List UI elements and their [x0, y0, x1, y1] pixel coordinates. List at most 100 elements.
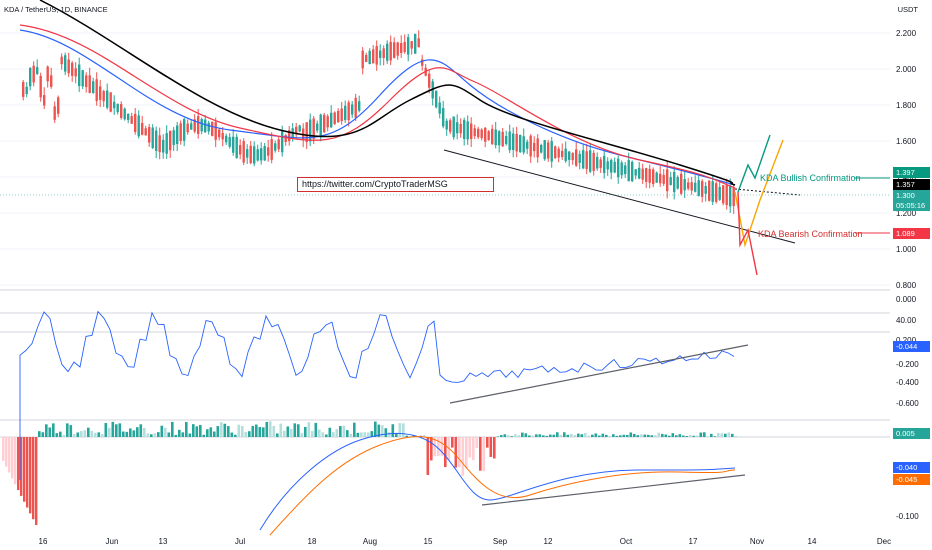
candle-body: [711, 181, 714, 202]
candle-body: [396, 42, 399, 56]
candle-body: [536, 138, 539, 158]
candle-body: [172, 130, 175, 146]
hist-bar: [370, 431, 374, 437]
candle-body: [50, 75, 53, 87]
hist-bar: [468, 437, 472, 458]
candle-body: [578, 153, 581, 163]
hist-bar: [5, 437, 8, 467]
hist-bar: [384, 428, 388, 437]
hist-bar: [461, 437, 465, 476]
ema-mid-line: [19, 24, 736, 189]
hist-bar: [227, 426, 230, 437]
hist-bar: [377, 424, 381, 437]
hist-bar: [675, 435, 678, 437]
candle-body: [284, 135, 287, 142]
candle-body: [127, 113, 130, 120]
date-tick: 18: [308, 537, 317, 546]
candle-body: [599, 159, 602, 168]
candle-body: [585, 151, 588, 169]
hist-bar: [647, 434, 650, 437]
candle-body: [46, 66, 49, 82]
candle-body: [274, 143, 277, 151]
candle-body: [603, 155, 606, 174]
hist-bar: [391, 424, 395, 437]
hist-bar: [503, 434, 507, 437]
candle-body: [512, 133, 515, 151]
candle-body: [193, 119, 196, 132]
candle-body: [249, 145, 252, 164]
candle-body: [676, 177, 679, 189]
hist-bar: [626, 435, 629, 437]
candle-body: [358, 101, 361, 111]
hist-bar: [731, 433, 734, 437]
hist-bar: [412, 435, 416, 437]
hist-bar: [195, 426, 199, 437]
hist-bar: [580, 434, 584, 437]
twitter-link[interactable]: https://twitter.com/CryptoTraderMSG: [297, 177, 494, 192]
candle-body: [421, 59, 424, 66]
hist-bar: [8, 437, 11, 473]
candle-body: [228, 137, 231, 147]
osc-trendline: [449, 344, 749, 404]
candle-body: [687, 182, 690, 189]
candle-body: [130, 116, 133, 124]
hist-bar: [94, 432, 97, 437]
candle-body: [354, 97, 357, 118]
hist-bar: [35, 437, 38, 526]
candle-body: [281, 130, 284, 153]
candle-body: [729, 185, 732, 207]
candle-body: [442, 108, 445, 127]
candle-body: [561, 150, 564, 158]
candle-body: [337, 110, 340, 123]
date-tick: 14: [808, 537, 817, 546]
candle-body: [575, 149, 578, 166]
hist-bar: [146, 433, 150, 437]
hist-bar: [237, 424, 241, 437]
hist-bar: [108, 427, 111, 437]
hist-bar: [192, 424, 195, 437]
hist-bar: [125, 431, 129, 437]
candle-body: [214, 121, 217, 140]
hist-bar: [524, 433, 528, 437]
candle-body: [218, 129, 221, 138]
hist-bar: [678, 434, 682, 437]
candle-body: [365, 54, 368, 63]
date-tick: Dec: [877, 537, 891, 546]
hist-bar: [335, 429, 339, 437]
price-tick: 1.200: [896, 209, 917, 218]
hist-bar: [11, 437, 14, 479]
hist-bar: [213, 431, 216, 437]
hist-bar: [671, 433, 675, 437]
oscillator-line: [19, 310, 735, 480]
hist-bar: [178, 429, 181, 437]
hist-bar: [73, 434, 76, 437]
hist-bar: [570, 433, 573, 437]
hist-bar: [486, 437, 489, 448]
hist-bar: [734, 435, 738, 437]
candle-body: [92, 81, 95, 94]
candle-body: [344, 105, 347, 121]
hist-bar: [202, 434, 206, 437]
hist-bar: [150, 434, 153, 437]
bear-level-tag: 1.089: [893, 228, 930, 239]
candle-body: [428, 73, 431, 88]
candle-body: [333, 112, 336, 125]
candle-body: [529, 135, 532, 157]
candle-body: [634, 169, 637, 176]
candle-body: [225, 135, 228, 143]
candle-body: [673, 171, 676, 193]
candle-body: [256, 149, 259, 161]
candle-body: [36, 67, 39, 74]
candle-body: [43, 95, 46, 106]
candle-body: [393, 42, 396, 58]
hist-bar: [241, 426, 244, 437]
candle-body: [88, 75, 91, 94]
hist-bar: [640, 434, 643, 437]
candle-body: [207, 122, 210, 132]
candle-body: [438, 102, 441, 114]
candle-body: [372, 49, 375, 64]
hist-bar: [38, 431, 41, 437]
hist-bar: [17, 437, 20, 491]
hist-bar: [269, 421, 272, 437]
